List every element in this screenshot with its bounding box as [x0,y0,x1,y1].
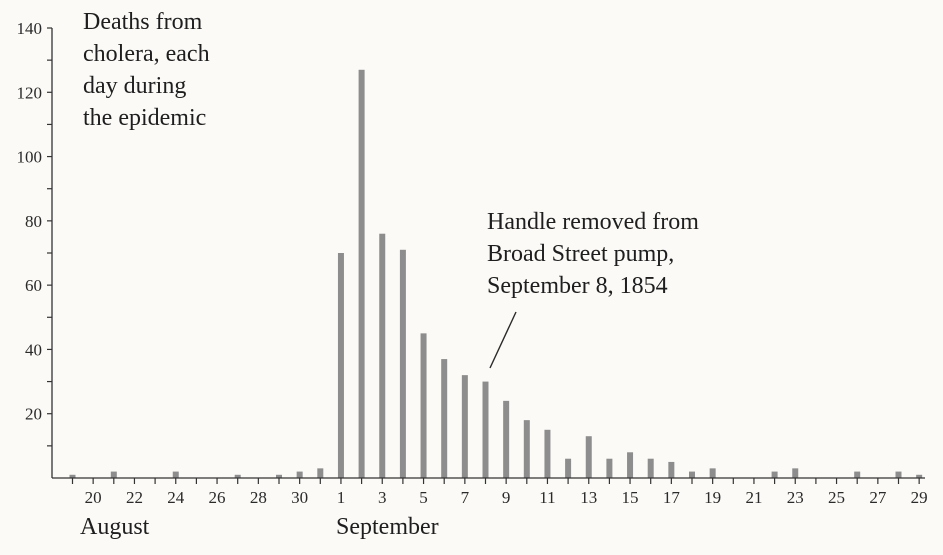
x-tick-label: 20 [85,488,102,507]
x-tick-label: 17 [663,488,681,507]
bar [647,458,654,478]
bar [441,359,448,478]
bar [461,375,468,478]
chart-title-line: the epidemic [83,105,207,131]
x-tick-label: 23 [787,488,804,507]
annotation-line: Broad Street pump, [487,241,675,267]
y-tick-label: 20 [25,405,42,424]
chart-title-line: Deaths from [83,9,203,35]
bar [854,471,861,478]
x-tick-label: 26 [209,488,226,507]
bar [916,474,923,478]
chart-title: Deaths from cholera, each day during the… [83,6,263,134]
bar [523,420,530,478]
chart-title-line: day during [83,73,187,99]
x-tick-label: 7 [461,488,470,507]
x-tick-label: 13 [580,488,597,507]
y-tick-label: 140 [17,19,43,38]
month-label-september: September [336,514,439,540]
x-tick-label: 19 [704,488,721,507]
bars [69,69,923,479]
month-label-august: August [80,514,150,540]
bar [276,474,282,478]
bar [172,471,179,478]
bar [503,400,510,478]
x-tick-label: 28 [250,488,267,507]
x-tick-label: 21 [745,488,762,507]
bar [792,468,799,478]
bar [296,471,303,478]
y-tick-label: 60 [25,276,42,295]
x-tick-label: 29 [911,488,928,507]
annotation-line: September 8, 1854 [487,273,668,299]
bar [627,452,634,478]
x-tick-label: 27 [869,488,887,507]
y-tick-label: 100 [17,148,43,167]
chart-title-line: cholera, each [83,41,210,67]
x-tick-label: 3 [378,488,387,507]
bar [110,471,117,478]
bar [709,468,716,478]
x-tick-label: 9 [502,488,511,507]
bar [771,471,778,478]
bar [482,381,489,478]
y-tick-label: 80 [25,212,42,231]
annotation-pointer-line [489,311,517,369]
pump-annotation: Handle removed from Broad Street pump, S… [487,206,747,302]
bar [358,69,365,479]
x-tick-label: 1 [337,488,346,507]
x-tick-label: 5 [419,488,428,507]
annotation-line: Handle removed from [487,209,699,235]
x-tick-label: 25 [828,488,845,507]
y-tick-label: 40 [25,340,42,359]
bar [544,429,551,478]
y-axis: 20 40 60 80 100 120 140 [17,19,53,478]
x-tick-label: 15 [622,488,639,507]
x-axis: 20 22 24 26 28 30 1 3 5 7 9 11 13 15 17 19 21 23 25 27 29 [52,477,928,507]
bar [69,474,76,478]
bar [337,253,344,478]
x-tick-label: 11 [539,488,555,507]
bar [668,461,675,478]
bar [420,333,427,478]
bar [379,233,386,478]
bar [689,471,695,478]
x-tick-label: 22 [126,488,143,507]
bar [234,474,241,478]
bar [399,249,406,478]
bar [565,458,572,478]
bar [895,471,902,478]
bar [585,436,592,478]
x-tick-label: 30 [291,488,308,507]
bar [317,468,324,478]
x-tick-label: 24 [167,488,185,507]
bar [606,458,613,478]
y-tick-label: 120 [17,83,43,102]
